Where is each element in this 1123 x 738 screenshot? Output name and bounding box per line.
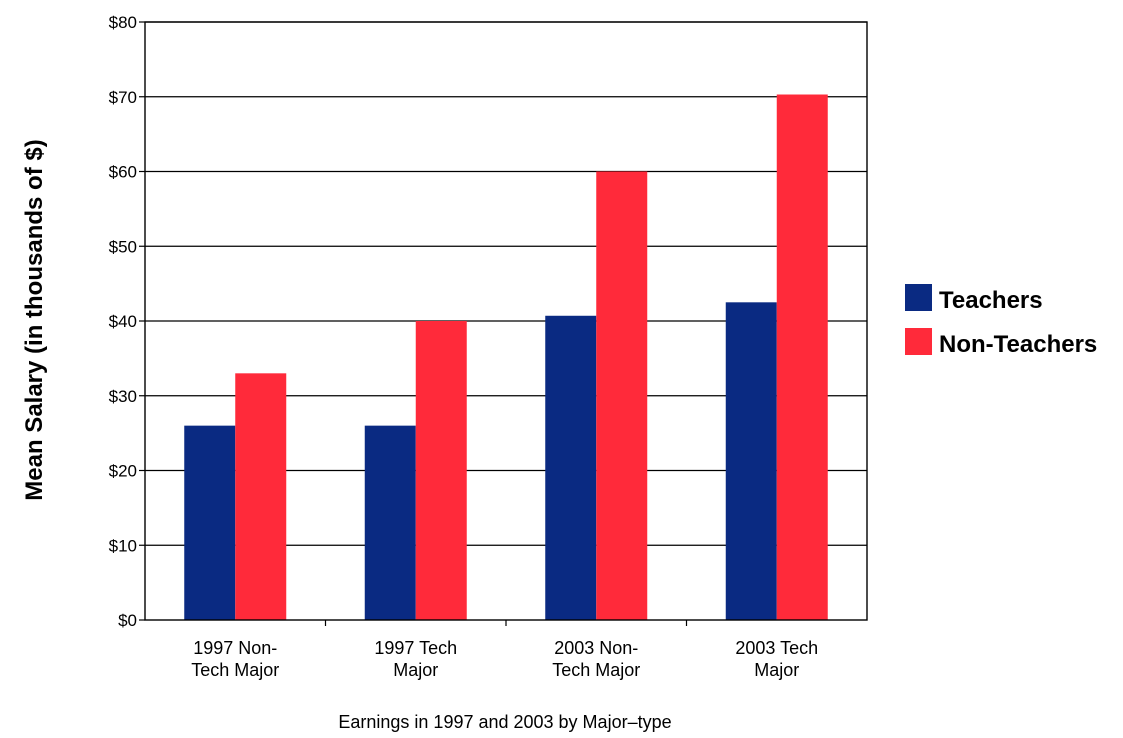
y-tick-label: $30 (109, 387, 137, 406)
x-tick-labels: 1997 Non-Tech Major 1997 Tech Major 2003 No… (191, 638, 818, 680)
x-axis-label: Earnings in 1997 and 2003 by Major–type (338, 712, 671, 732)
bars (184, 94, 828, 620)
legend-label: Teachers (939, 287, 1043, 314)
x-tick-label: 2003 Non-Tech Major (552, 638, 640, 680)
y-axis-label: Mean Salary (in thousands of $) (21, 139, 48, 500)
bar-non-teachers (776, 94, 828, 620)
y-tick-label: $10 (109, 536, 137, 555)
y-tick-label: $80 (109, 13, 137, 32)
legend: Teachers Non-Teachers (905, 284, 1097, 358)
legend-swatch (905, 328, 932, 355)
bar-teachers (184, 425, 236, 620)
bar-teachers (545, 315, 597, 620)
bar-teachers (364, 425, 416, 620)
y-tick-label: $50 (109, 237, 137, 256)
x-tick-label: 1997 Tech Major (374, 638, 457, 680)
y-tick-label: $70 (109, 88, 137, 107)
y-tick-label: $0 (118, 611, 137, 630)
bar-non-teachers (415, 321, 467, 620)
legend-swatch (905, 284, 932, 311)
x-tick-label: 2003 Tech Major (735, 638, 818, 680)
bar-teachers (725, 302, 777, 620)
y-tick-label: $40 (109, 312, 137, 331)
bar-non-teachers (235, 373, 287, 620)
legend-label: Non-Teachers (939, 331, 1097, 358)
axes (139, 21, 868, 626)
y-tick-labels: $0 $10 $20 $30 $40 $50 $60 $70 $80 (109, 13, 137, 630)
y-tick-label: $60 (109, 163, 137, 182)
bar-non-teachers (596, 171, 648, 620)
y-tick-label: $20 (109, 462, 137, 481)
x-tick-label: 1997 Non-Tech Major (191, 638, 279, 680)
